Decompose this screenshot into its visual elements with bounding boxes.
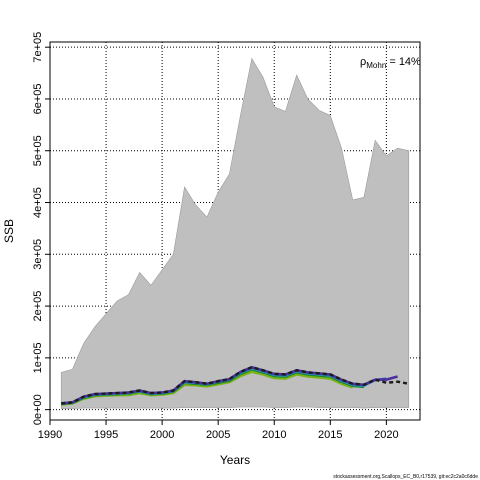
y-tick-label: 7e+05 — [32, 32, 44, 63]
footer-credit: stockassessment.org,Scallops_EC_B0,r1753… — [333, 474, 478, 480]
x-axis-label: Years — [220, 453, 250, 467]
x-tick-label: 1995 — [94, 429, 118, 441]
x-tick-label: 2020 — [374, 429, 398, 441]
plot-frame — [49, 41, 421, 421]
rho-value: = 14% — [386, 56, 421, 68]
y-tick-label: 0e+00 — [32, 394, 44, 425]
x-tick-label: 2015 — [318, 429, 342, 441]
y-tick-label: 6e+05 — [32, 84, 44, 115]
mohn-rho-annotation: ρMohn = 14% — [360, 56, 421, 70]
y-axis: 0e+00 1e+05 2e+05 3e+05 4e+05 5e+05 6e+05 7e+05 — [32, 32, 50, 425]
x-tick-label: 2010 — [262, 429, 286, 441]
y-tick-label: 1e+05 — [32, 342, 44, 373]
x-tick-label: 1990 — [38, 429, 62, 441]
y-tick-label: 2e+05 — [32, 291, 44, 322]
confidence-band — [60, 57, 410, 409]
rho-subscript: Mohn — [366, 61, 386, 70]
y-tick-label: 5e+05 — [32, 135, 44, 166]
x-tick-label: 2005 — [206, 429, 230, 441]
y-tick-label: 3e+05 — [32, 239, 44, 270]
x-tick-label: 2000 — [150, 429, 174, 441]
series-layer — [61, 365, 410, 406]
x-axis: 1990 1995 2000 2005 2010 2015 2020 — [38, 420, 399, 441]
ssb-series-line-1 — [61, 365, 410, 405]
y-tick-label: 4e+05 — [32, 187, 44, 218]
y-axis-label: SSB — [2, 219, 16, 243]
rho-symbol: ρ — [360, 56, 366, 68]
confidence-band-layer — [60, 57, 410, 409]
